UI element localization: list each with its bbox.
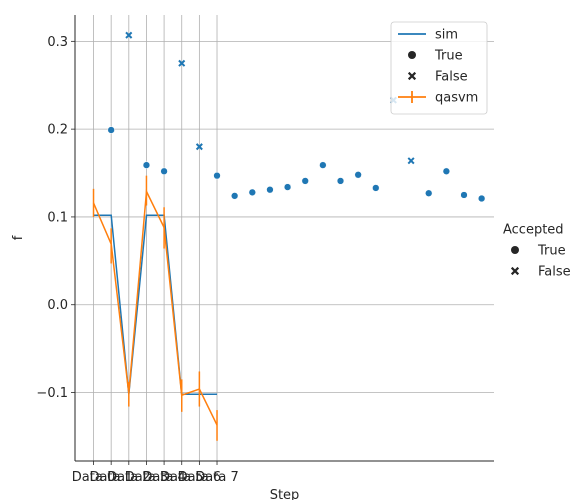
scatter-point-true	[160, 167, 168, 175]
axis-spines	[74, 15, 494, 462]
y-tick-label: 0.0	[47, 298, 68, 313]
side-legend-label: True	[537, 244, 566, 259]
scatter-point-false	[195, 143, 203, 151]
scatter-point-true	[442, 167, 451, 175]
x-axis-label: Step	[270, 488, 300, 500]
scatter-point-false	[125, 31, 133, 39]
x-tick-label: Data 1	[89, 470, 132, 485]
scatter-point-true	[425, 189, 433, 197]
scatter-point-true	[372, 184, 380, 192]
scatter-point-true	[336, 177, 345, 185]
legend-label: qasvm	[435, 91, 478, 106]
legend-title: Accepted	[503, 223, 564, 238]
scatter-point-true	[266, 186, 274, 194]
scatter-point-true	[213, 172, 221, 180]
y-axis-label: f	[11, 235, 26, 240]
legend-frame	[390, 21, 488, 115]
side-legend-marker-true	[511, 246, 519, 254]
y-tick-label: −0.1	[36, 386, 68, 401]
scatter-point-true	[248, 188, 256, 196]
scatter-point-true	[142, 161, 151, 169]
legend-label: True	[434, 49, 463, 64]
side-legend-label: False	[538, 265, 571, 280]
scatter-point-true	[319, 161, 327, 169]
scatter-point-true	[231, 192, 239, 200]
scatter-point-true	[354, 171, 362, 179]
side-legend-marker-false	[510, 266, 520, 276]
scatter-point-true	[107, 126, 115, 134]
y-tick-label: 0.2	[47, 123, 68, 138]
scatter-point-true	[460, 191, 468, 199]
series-line-qasvm	[92, 188, 218, 426]
scatter-point-false	[178, 59, 186, 67]
y-tick-label: 0.1	[47, 210, 68, 225]
legend-top-right: sim True False qasvm	[390, 21, 488, 115]
x-tick-label: Data 7	[195, 470, 238, 485]
scatter-point-false	[407, 157, 415, 165]
legend-label: sim	[435, 28, 458, 43]
x-tick-label: Data 2	[107, 470, 150, 485]
scatter-point-true	[283, 183, 292, 191]
scatter-point-true	[301, 177, 309, 185]
legend-marker-true	[408, 51, 416, 59]
scatter-point-true	[478, 194, 486, 203]
y-tick-label: 0.3	[47, 35, 68, 50]
legend-accepted: Accepted True False	[503, 223, 571, 280]
x-tick-label: Data 6	[178, 470, 221, 485]
legend-label: False	[435, 70, 468, 85]
x-tick-label: Data 5	[160, 470, 203, 485]
plot-series	[92, 175, 218, 441]
x-tick-label: Data 3	[125, 470, 168, 485]
series-line-sim	[93, 214, 217, 396]
x-tick-label: Data 0	[72, 470, 115, 485]
x-tick-label: Data 4	[142, 470, 185, 485]
legend-marker-false	[407, 71, 417, 81]
